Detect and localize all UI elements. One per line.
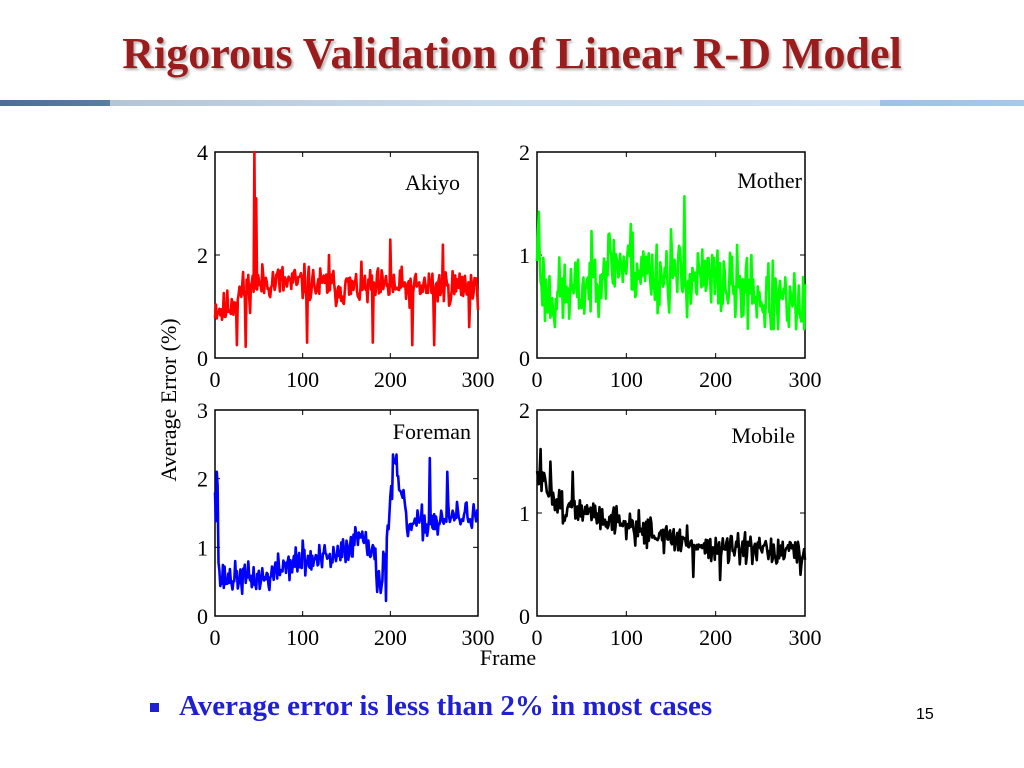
y-tick-label-akiyo: 2 — [197, 243, 208, 268]
page-number: 15 — [916, 706, 934, 723]
y-tick-label-foreman: 2 — [197, 467, 208, 492]
y-tick-label-akiyo: 4 — [197, 140, 208, 165]
bullet-text: Average error is less than 2% in most ca… — [179, 690, 713, 722]
y-tick-label-akiyo: 0 — [197, 346, 208, 371]
y-tick-label-mobile: 2 — [519, 398, 530, 423]
x-tick-label-mobile: 100 — [610, 625, 643, 650]
y-tick-label-mother: 1 — [519, 243, 530, 268]
y-tick-label-foreman: 3 — [197, 398, 208, 423]
x-tick-label-mother: 200 — [699, 367, 732, 392]
x-tick-label-akiyo: 0 — [210, 367, 221, 392]
x-tick-label-akiyo: 200 — [374, 367, 407, 392]
x-tick-label-mobile: 200 — [699, 625, 732, 650]
x-tick-label-foreman: 0 — [210, 625, 221, 650]
y-axis-label: Average Error (%) — [156, 318, 181, 481]
bullet-point: Average error is less than 2% in most ca… — [150, 690, 712, 723]
x-tick-label-foreman: 200 — [374, 625, 407, 650]
panel-label-mother: Mother — [737, 168, 802, 193]
x-tick-label-akiyo: 300 — [462, 367, 495, 392]
x-axis-label: Frame — [480, 645, 536, 670]
series-line-mother — [535, 195, 807, 331]
square-bullet-icon — [150, 703, 159, 712]
x-tick-label-mother: 300 — [789, 367, 822, 392]
y-tick-label-mother: 2 — [519, 140, 530, 165]
y-tick-label-mobile: 0 — [519, 604, 530, 629]
x-tick-label-mother: 0 — [532, 367, 543, 392]
panel-label-foreman: Foreman — [393, 419, 471, 444]
x-tick-label-mother: 100 — [610, 367, 643, 392]
panel-label-mobile: Mobile — [731, 423, 795, 448]
y-tick-label-mobile: 1 — [519, 501, 530, 526]
x-tick-label-foreman: 300 — [462, 625, 495, 650]
series-line-mobile — [535, 447, 807, 582]
panel-label-akiyo: Akiyo — [405, 170, 460, 195]
title-divider-highlight — [110, 100, 880, 106]
series-line-foreman — [213, 453, 479, 603]
y-tick-label-foreman: 1 — [197, 535, 208, 560]
x-tick-label-mobile: 0 — [532, 625, 543, 650]
y-tick-label-mother: 0 — [519, 346, 530, 371]
x-tick-label-akiyo: 100 — [286, 367, 319, 392]
y-tick-label-foreman: 0 — [197, 604, 208, 629]
series-line-akiyo — [213, 150, 480, 348]
slide-title: Rigorous Validation of Linear R-D Model — [122, 29, 902, 78]
x-tick-label-mobile: 300 — [789, 625, 822, 650]
x-tick-label-foreman: 100 — [286, 625, 319, 650]
